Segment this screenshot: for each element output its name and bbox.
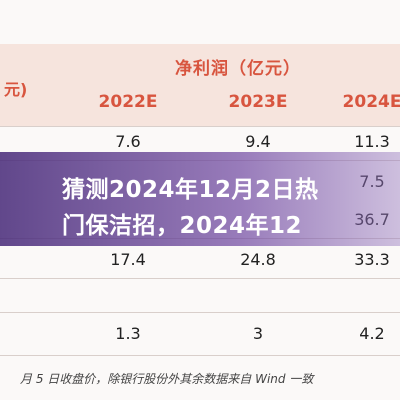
overlay-title: 猜测2024年12月2日热 [62,177,319,203]
row-rule [0,126,400,127]
column-header: 2023E [228,92,288,112]
table-cell: 33.3 [354,250,390,269]
group-header: 净利润（亿元） [175,59,301,79]
footnote: 月 5 日收盘价，除银行股份外其余数据来自 Wind 一致 [20,372,314,386]
table-cell: 3 [252,324,264,343]
table-cell: 7.6 [115,132,141,151]
table-cell: 11.3 [354,132,390,151]
row-rule [0,312,400,313]
row-rule [0,278,400,279]
table-cell: 1.3 [115,324,141,343]
overlay-title: 门保洁招，2024年12 [62,213,303,239]
title-overlay [0,152,400,246]
table-cell: 9.4 [245,132,271,151]
table-cell: 17.4 [110,250,146,269]
table-cell: 4.2 [359,324,385,343]
column-header: 2024E [342,92,400,112]
row-rule [0,355,400,356]
stub-header: 元) [4,80,28,99]
table-header-band [0,44,400,126]
table-cell: 24.8 [240,250,276,269]
column-header: 2022E [98,92,158,112]
